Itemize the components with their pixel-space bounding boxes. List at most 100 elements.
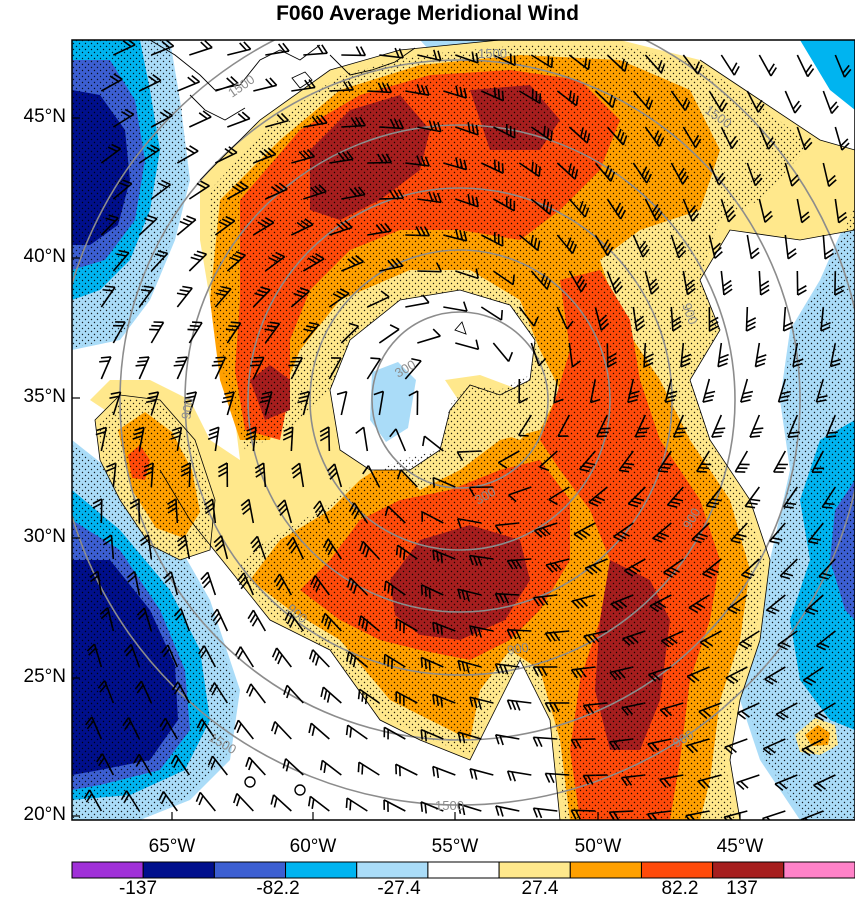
wind-barb xyxy=(250,535,267,560)
wind-barb xyxy=(420,801,444,814)
wind-barb xyxy=(811,450,825,473)
wind-barb xyxy=(171,681,191,704)
wind-barb xyxy=(553,378,564,404)
wind-barb xyxy=(245,683,266,704)
colorbar-label: -27.4 xyxy=(377,878,421,899)
wind-barb xyxy=(834,198,848,224)
wind-barb xyxy=(532,594,558,607)
wind-barb xyxy=(308,649,330,668)
wind-barb xyxy=(734,450,750,473)
wind-barb xyxy=(170,754,190,776)
wind-barb xyxy=(112,40,136,56)
wind-barb xyxy=(834,54,852,78)
wind-barb xyxy=(606,198,627,220)
wind-barb xyxy=(548,486,570,506)
wind-barb xyxy=(176,145,199,164)
wind-barb xyxy=(404,357,422,380)
wind-barb xyxy=(138,214,158,236)
lat-label: 40°N xyxy=(23,246,66,267)
wind-barb xyxy=(302,253,325,272)
wind-barb xyxy=(253,147,277,164)
wind-barb xyxy=(320,686,342,704)
calm-circle-2 xyxy=(294,784,306,796)
wind-barb xyxy=(457,731,482,744)
wind-barb xyxy=(405,83,430,96)
wind-barb xyxy=(784,90,802,114)
colorbar-label: -82.2 xyxy=(256,878,300,899)
wind-barb xyxy=(620,774,646,787)
wind-barb xyxy=(310,575,330,596)
wind-barb xyxy=(779,558,798,580)
wind-barb xyxy=(556,162,579,180)
wind-barb xyxy=(469,625,494,638)
contour-label: 1500 xyxy=(478,46,507,61)
wind-barb xyxy=(796,54,815,78)
wind-barb xyxy=(494,592,520,604)
wind-barb xyxy=(568,54,591,71)
wind-barb xyxy=(100,285,116,308)
wind-barb xyxy=(417,120,442,133)
wind-barb xyxy=(277,499,293,524)
wind-barb xyxy=(708,90,728,112)
axis-ticks xyxy=(72,117,741,820)
wind-barb xyxy=(389,428,407,452)
wind-barb xyxy=(420,584,444,599)
wind-barb xyxy=(492,270,515,286)
wind-barb xyxy=(583,630,608,645)
wind-barb xyxy=(341,46,367,57)
wind-barb xyxy=(594,234,614,257)
wind-barb xyxy=(341,254,364,272)
wind-barb xyxy=(816,630,836,651)
wind-barb xyxy=(623,558,646,577)
wind-barb xyxy=(784,234,797,260)
wind-barb xyxy=(417,191,442,204)
wind-barb xyxy=(395,618,418,634)
colorbar-label: 137 xyxy=(726,878,758,899)
wind-barb xyxy=(682,198,700,222)
wind-barb xyxy=(468,486,494,497)
wind-barb xyxy=(432,549,456,564)
wind-barb xyxy=(151,40,175,56)
ne-cyan xyxy=(800,40,855,110)
wind-barb xyxy=(173,356,188,380)
wind-barb xyxy=(83,789,103,812)
wind-barb xyxy=(341,116,366,128)
wind-barb xyxy=(273,573,293,596)
colorbar-box xyxy=(285,861,358,879)
wind-barb xyxy=(545,558,570,573)
colorbar-label: 27.4 xyxy=(521,878,559,899)
wind-barb xyxy=(720,126,739,149)
colorbar xyxy=(71,861,855,879)
wind-barb xyxy=(647,738,672,753)
wind-barb xyxy=(176,215,197,236)
wind-barb xyxy=(200,571,217,596)
wind-barb xyxy=(291,148,316,164)
wind-barb xyxy=(265,112,290,128)
colorbar-box xyxy=(142,861,215,879)
wind-barb xyxy=(802,666,824,686)
wind-barb xyxy=(288,356,303,380)
wind-barb xyxy=(766,594,786,615)
wind-barb xyxy=(123,643,141,668)
wind-barb xyxy=(328,357,342,380)
wind-barb xyxy=(571,594,596,609)
wind-barb xyxy=(807,522,824,545)
wind-barb xyxy=(508,486,532,503)
wind-barb xyxy=(395,763,418,777)
wind-barb xyxy=(644,54,666,74)
wind-barb xyxy=(443,301,468,312)
wind-barb xyxy=(727,594,748,615)
wind-barb xyxy=(774,774,798,791)
contour-ring-4 xyxy=(184,124,736,676)
wind-barb xyxy=(777,378,791,403)
coastlines xyxy=(149,40,467,335)
wind-barb xyxy=(210,608,229,632)
wind-barb xyxy=(355,426,369,452)
wind-barb xyxy=(97,680,115,704)
wind-barb xyxy=(150,109,173,128)
wind-barb xyxy=(457,659,482,673)
wind-barb xyxy=(218,462,229,488)
colorbar-label: -137 xyxy=(118,878,158,899)
colorbar-box xyxy=(71,861,144,879)
wind-barb xyxy=(469,768,494,780)
